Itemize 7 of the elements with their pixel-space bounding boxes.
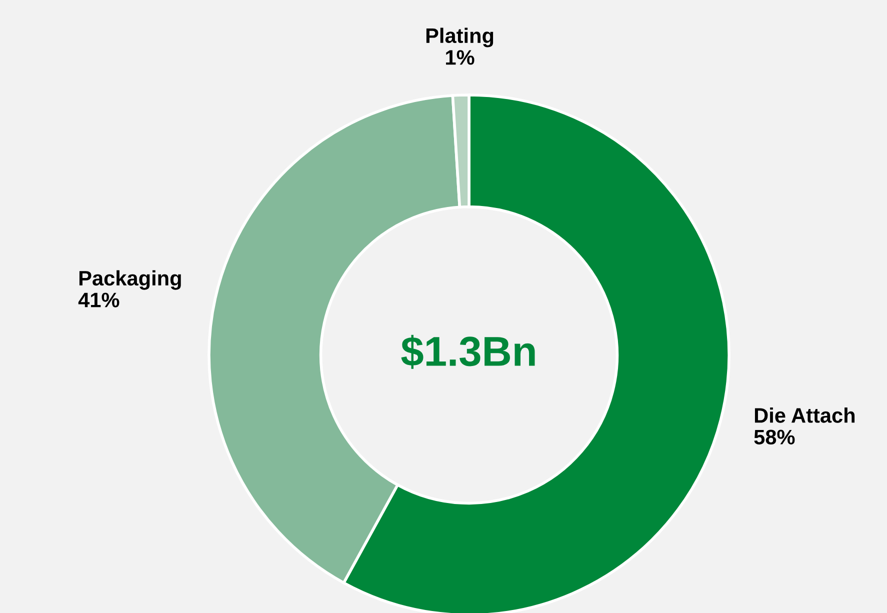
slice-label: Plating [426, 28, 494, 48]
slice-label: Die Attach [754, 408, 855, 423]
data-label: 58% [754, 430, 795, 444]
data-label: 1% [446, 50, 474, 65]
slice-label: Packaging [79, 270, 181, 290]
text: $1.3Bn [401, 334, 535, 369]
data-label: 41% [78, 292, 120, 308]
